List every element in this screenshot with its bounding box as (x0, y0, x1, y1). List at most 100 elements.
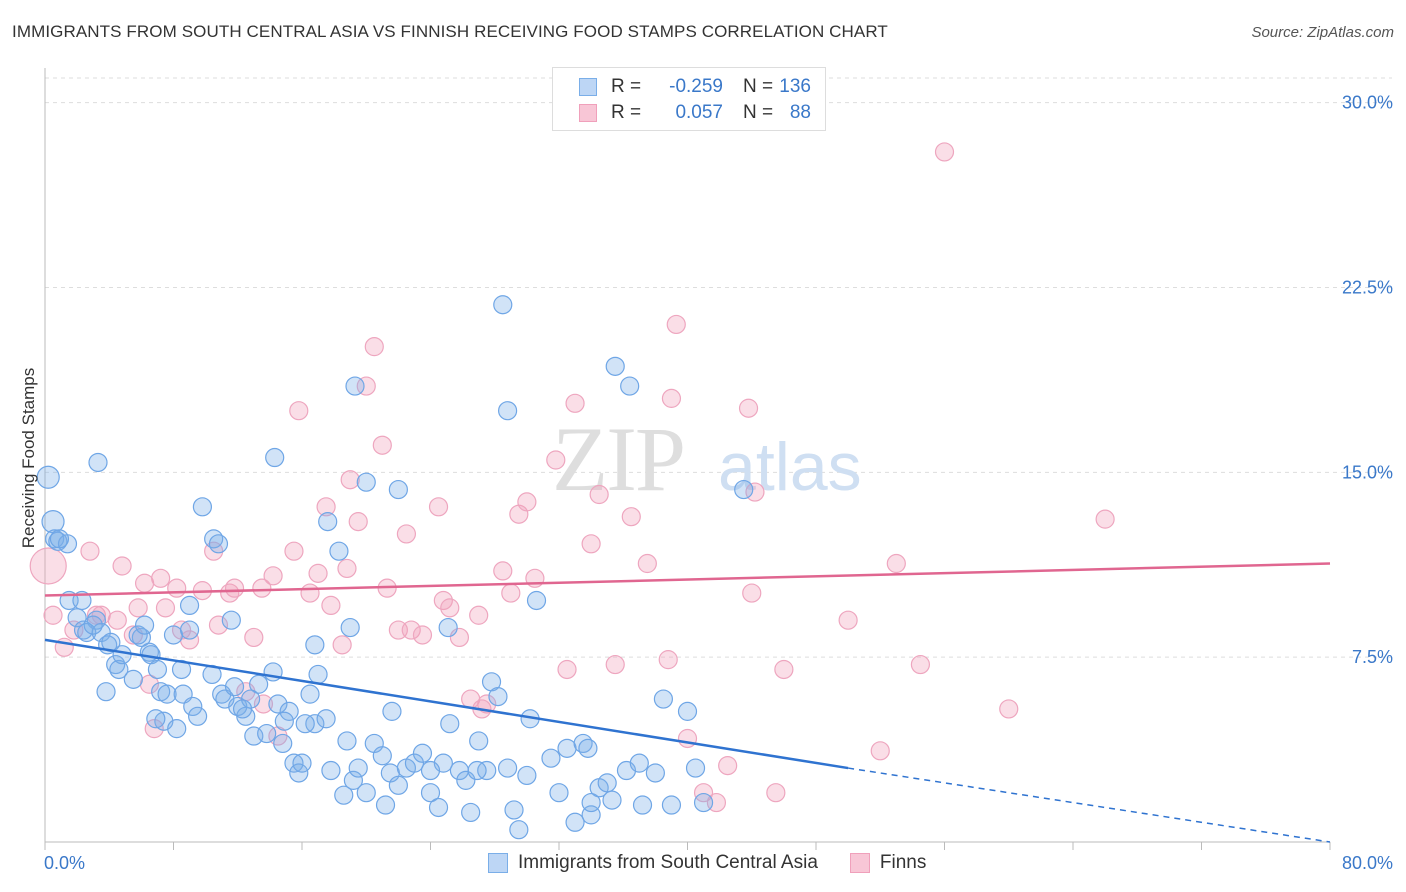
correlation-legend: R = -0.259 N = 136 R = 0.057 N = 88 (552, 67, 826, 131)
immigrants-point (329, 541, 349, 561)
immigrants-point (356, 472, 376, 492)
finns-point (738, 398, 759, 418)
immigrants-point (273, 733, 293, 754)
finns-point (253, 694, 274, 714)
finns-point (517, 492, 537, 512)
immigrants-point (123, 669, 143, 689)
immigrants-point (249, 674, 269, 694)
immigrants-point (685, 758, 706, 778)
finns-point (308, 563, 328, 583)
finns-point (501, 583, 521, 603)
finns-point (546, 450, 566, 470)
finns-point (934, 142, 955, 162)
finns-point (666, 314, 686, 335)
finns-point (337, 558, 357, 579)
n-value: 136 (779, 76, 811, 97)
immigrants-point (632, 795, 653, 815)
immigrants-point (268, 694, 288, 714)
immigrants-point (316, 709, 336, 729)
finns-points (29, 142, 1115, 813)
immigrants-point (541, 748, 561, 768)
finns-point (621, 507, 641, 527)
immigrants-point (629, 753, 649, 773)
immigrants-point (440, 714, 460, 734)
legend-row-blue: R = -0.259 N = 136 (579, 74, 811, 100)
finns-point (605, 654, 625, 675)
immigrants-point (693, 792, 714, 813)
blue-swatch (579, 78, 597, 96)
y-tick-label: 7.5% (1352, 647, 1393, 667)
immigrants-point (428, 797, 449, 818)
immigrants-point (557, 738, 577, 758)
immigrants-point (134, 615, 155, 635)
y-tick-label: 30.0% (1342, 93, 1393, 113)
n-value: 88 (789, 102, 811, 123)
n-label: N = (743, 102, 774, 123)
finns-point (144, 719, 164, 739)
immigrants-point (581, 792, 601, 813)
immigrants-point (334, 785, 354, 805)
immigrants-point (645, 763, 665, 783)
immigrants-point (420, 783, 441, 803)
finns-point (870, 741, 890, 761)
finns-point (677, 728, 698, 749)
immigrants-point (274, 711, 294, 731)
immigrants-point (112, 645, 132, 665)
finns-point (208, 615, 229, 635)
finns-point (637, 553, 657, 574)
r-value: -0.259 (669, 76, 723, 97)
immigrants-point (88, 452, 108, 473)
finns-point (581, 534, 601, 554)
legend-item-immigrants: Immigrants from South Central Asia (488, 852, 818, 874)
finns-point (112, 556, 132, 576)
immigrants-point (348, 758, 368, 778)
pink-swatch (849, 853, 870, 873)
immigrants-point (597, 773, 617, 793)
immigrants-point (300, 684, 320, 704)
finns-point (284, 541, 304, 561)
immigrants-point (653, 689, 674, 709)
immigrants-point (467, 760, 487, 781)
finns-point (332, 635, 352, 655)
finns-point (469, 605, 489, 625)
immigrants-point (517, 765, 537, 786)
finns-point (742, 583, 762, 603)
immigrants-point (279, 701, 299, 721)
legend-label: Immigrants from South Central Asia (518, 852, 818, 873)
y-tick-label: 22.5% (1342, 277, 1393, 297)
finns-point (155, 598, 176, 618)
immigrants-point (146, 709, 166, 729)
finns-point (80, 541, 100, 561)
immigrants-point (372, 746, 392, 766)
immigrants-point (179, 595, 200, 616)
immigrants-point (83, 615, 103, 635)
series-legend: Immigrants from South Central Asia Finns (488, 852, 958, 874)
immigrants-point (420, 760, 441, 781)
immigrants-point (620, 376, 640, 396)
source-credit: Source: ZipAtlas.com (1251, 24, 1394, 41)
finns-point (151, 568, 171, 588)
finns-point (440, 598, 460, 618)
finns-point (718, 755, 738, 776)
axes (44, 68, 1331, 850)
immigrants-point (232, 699, 253, 719)
immigrants-point (493, 295, 513, 315)
finns-point (252, 578, 272, 598)
finns-point (766, 783, 786, 803)
trend-lines (44, 562, 1331, 843)
immigrants-point (265, 447, 285, 468)
immigrants-point (241, 689, 261, 709)
finns-point (128, 598, 148, 618)
immigrants-point (147, 659, 168, 680)
immigrants-point (602, 790, 622, 810)
finns-point (428, 497, 449, 517)
immigrants-point (469, 731, 489, 751)
finns-point (300, 583, 320, 603)
finns-trend-line (44, 562, 1331, 597)
finns-point (1095, 509, 1115, 529)
finns-point (693, 783, 714, 803)
immigrants-point (343, 770, 363, 790)
legend-item-finns: Finns (849, 852, 926, 874)
finns-point (396, 524, 417, 544)
finns-point (321, 595, 341, 616)
